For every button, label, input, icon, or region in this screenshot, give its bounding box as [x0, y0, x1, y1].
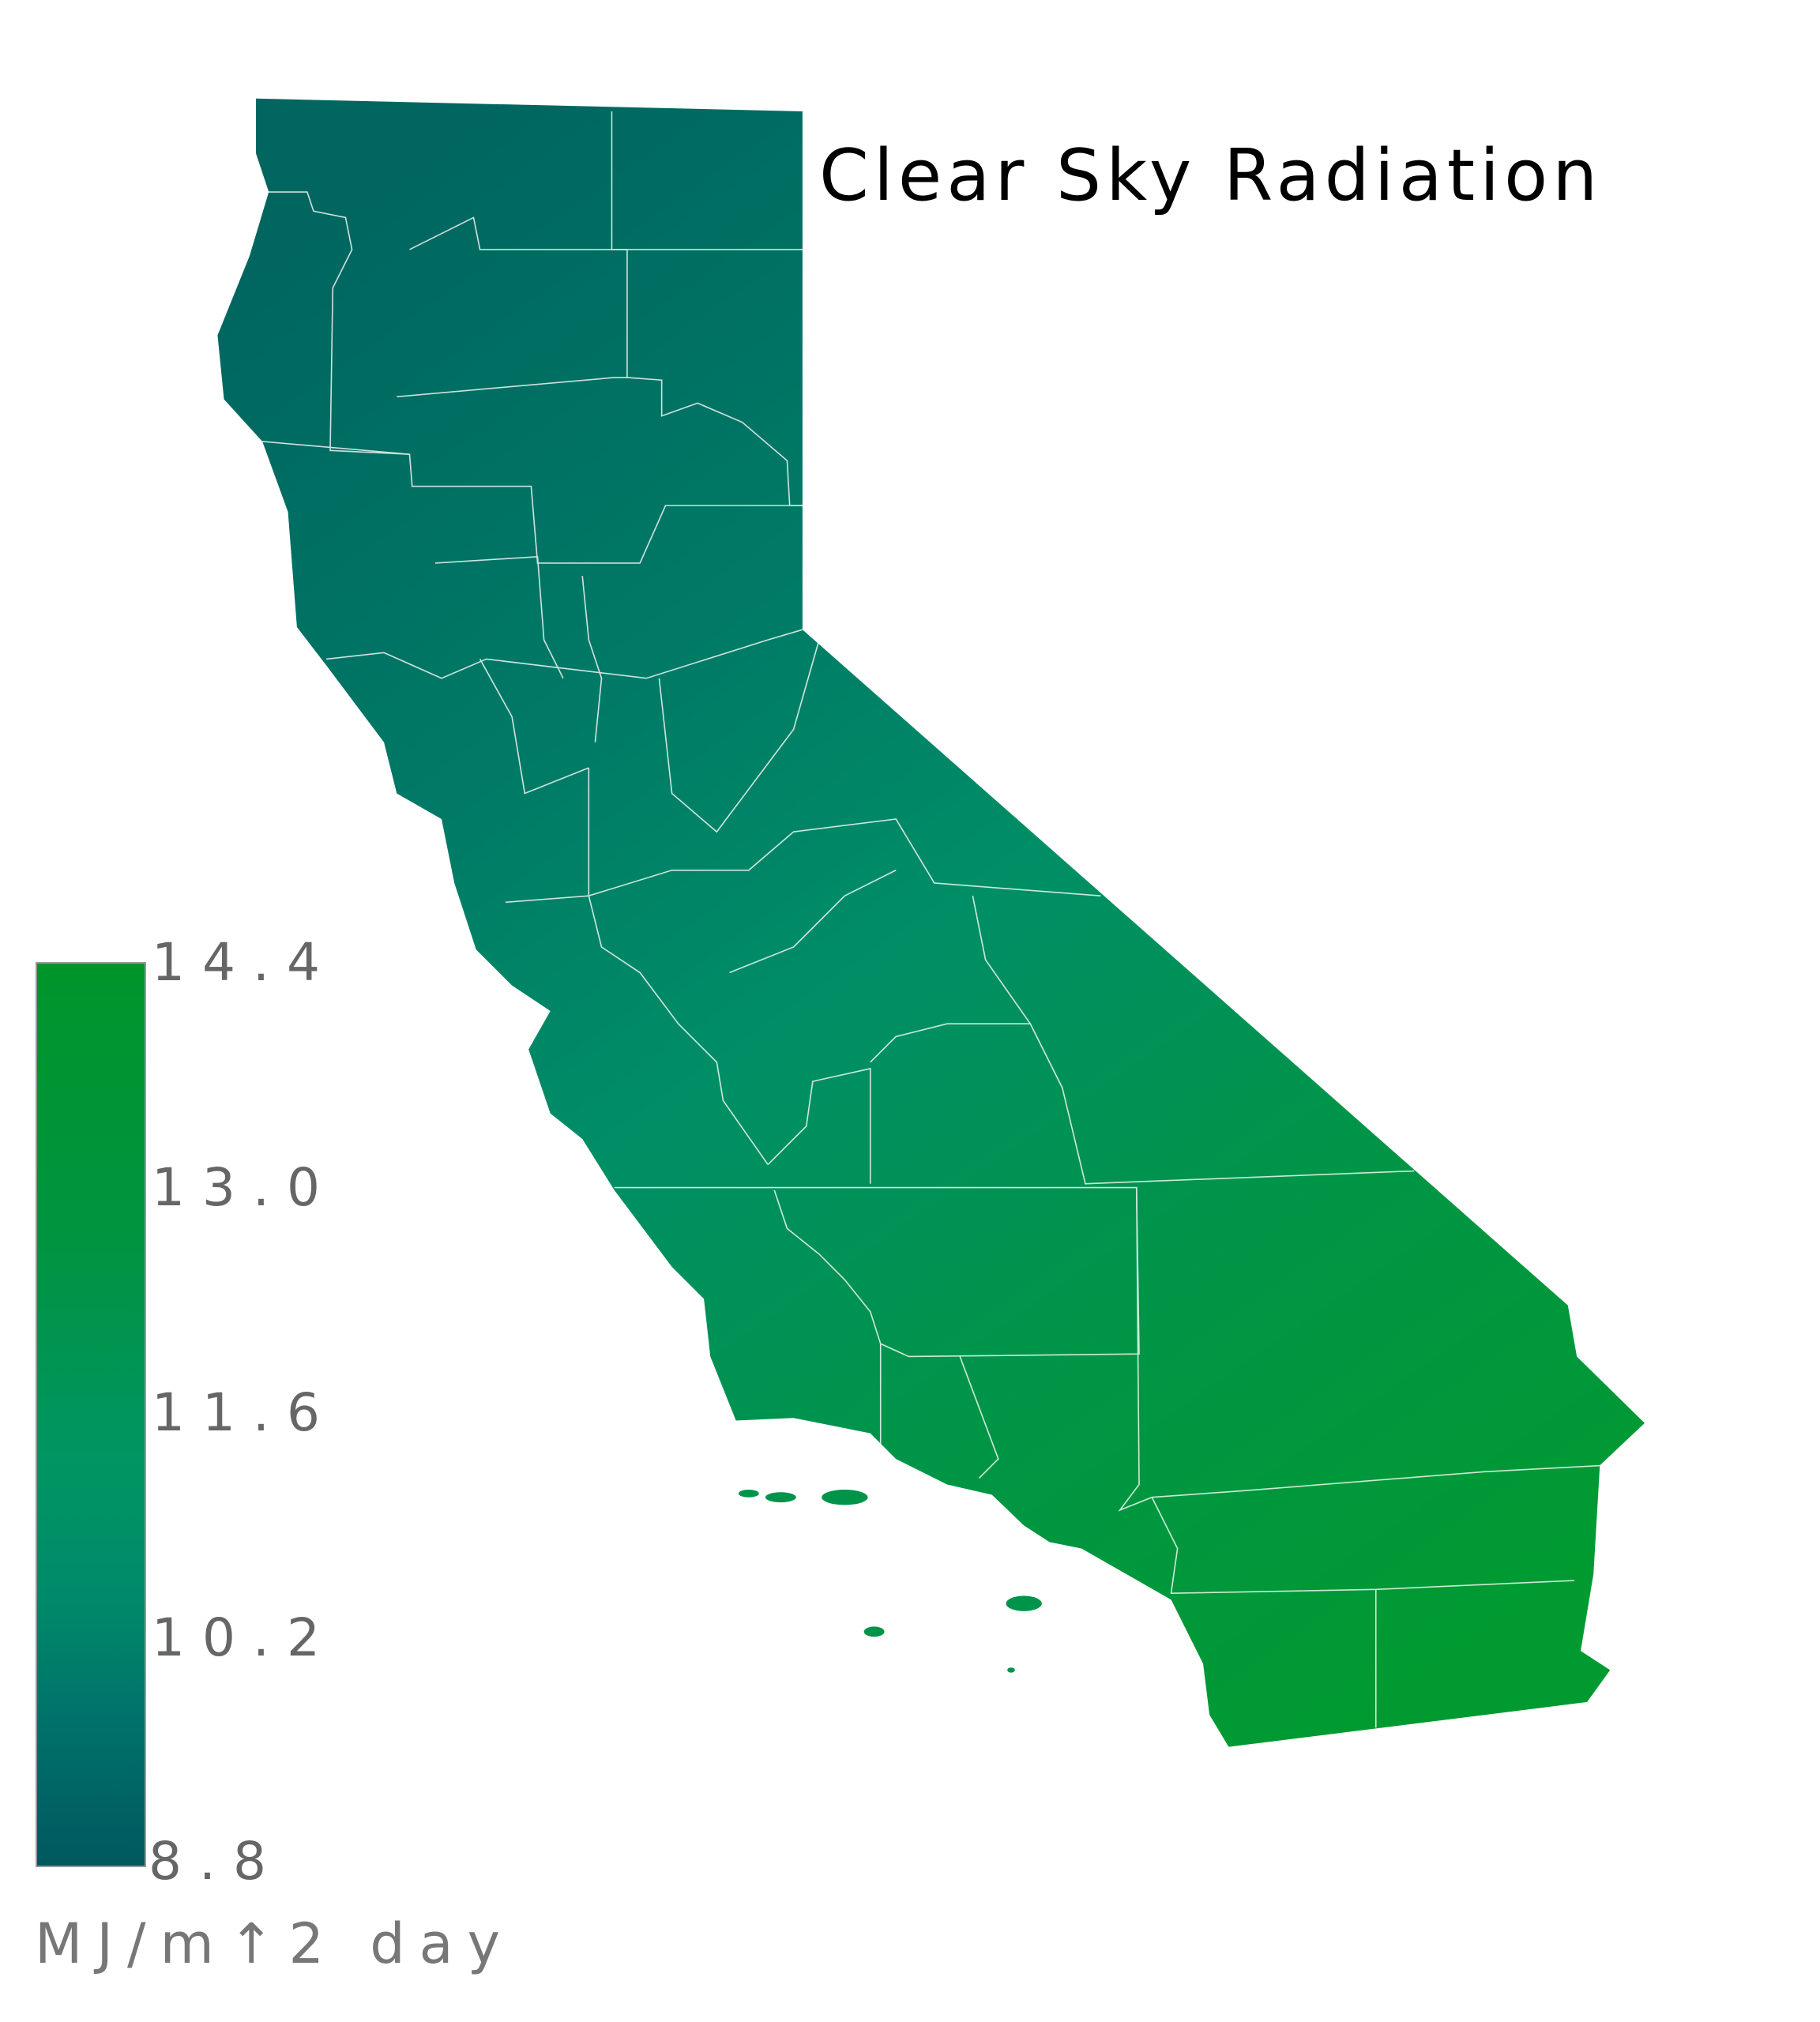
colorbar-unit-label: MJ/m↑2 day: [35, 1911, 515, 1976]
state-shape: [217, 98, 1645, 1747]
colorbar-tick: 10.2: [152, 1607, 337, 1668]
islands: [738, 1489, 1042, 1673]
colorbar-tick-min: 8.8: [149, 1831, 284, 1892]
map-title: Clear Sky Radiation: [819, 134, 1603, 217]
colorbar: [36, 962, 146, 1867]
colorbar-tick: 11.6: [152, 1382, 337, 1443]
colorbar-tick: 13.0: [152, 1157, 337, 1218]
county-boundaries: [262, 111, 1607, 1728]
colorbar-tick-max: 14.4: [152, 932, 337, 993]
